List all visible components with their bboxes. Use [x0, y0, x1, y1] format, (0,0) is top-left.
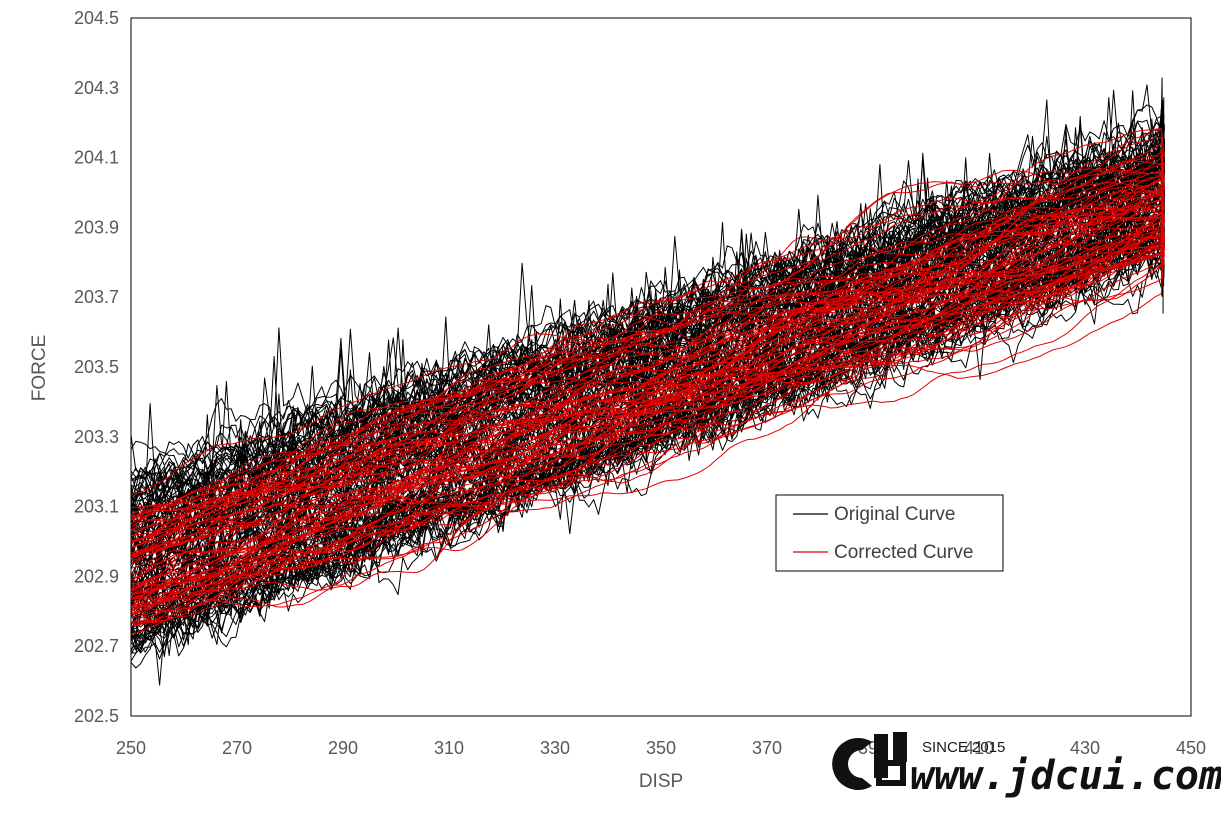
corrected-curve-line [131, 160, 1165, 525]
corrected-curve-line [131, 162, 1165, 528]
y-tick-label: 203.3 [74, 427, 119, 447]
corrected-curve-line [131, 242, 1165, 609]
watermark-since: SINCE 2015 [922, 739, 1005, 756]
corrected-curve-line [131, 238, 1165, 616]
legend: Original Curve Corrected Curve [775, 494, 1004, 572]
corrected-curve-line [131, 221, 1163, 595]
corrected-curve-line [131, 224, 1165, 628]
y-tick-label: 202.5 [74, 706, 119, 726]
corrected-curve-line [131, 244, 1165, 607]
corrected-curve-line [131, 216, 1165, 608]
x-tick-label: 410 [964, 738, 994, 758]
y-tick-label: 202.7 [74, 636, 119, 656]
original-curve-line [131, 139, 1165, 506]
corrected-curve-line [131, 178, 1164, 565]
x-tick-label: 430 [1070, 738, 1100, 758]
watermark: SINCE 2015 www.jdcui.com [832, 732, 1221, 799]
corrected-curve-line [131, 214, 1164, 615]
y-tick-label: 204.3 [74, 78, 119, 98]
y-tick-label: 202.9 [74, 566, 119, 586]
corrected-curve-line [131, 159, 1163, 517]
corrected-curve-line [131, 203, 1164, 588]
corrected-curve-line [131, 151, 1165, 549]
watermark-url: www.jdcui.com [910, 753, 1221, 799]
original-curve-line [131, 106, 1165, 495]
corrected-curve-line [131, 170, 1165, 521]
corrected-curve-line [131, 216, 1165, 599]
corrected-curve-line [131, 169, 1165, 537]
corrected-curve-line [131, 220, 1165, 623]
x-tick-label: 350 [646, 738, 676, 758]
corrected-curve-line [131, 167, 1165, 495]
corrected-curve-line [131, 179, 1164, 557]
x-tick-label: 370 [752, 738, 782, 758]
corrected-curve-line [131, 228, 1165, 600]
plot-curves [131, 77, 1165, 686]
corrected-curve-line [131, 137, 1165, 517]
y-tick-label: 204.1 [74, 148, 119, 168]
plot-frame [130, 17, 1192, 717]
corrected-curve-line [131, 206, 1164, 615]
y-tick-label: 203.5 [74, 357, 119, 377]
x-tick-labels: 250 270 290 310 330 350 370 390 410 430 450 [116, 738, 1206, 758]
corrected-curve-line [131, 173, 1164, 533]
corrected-curve-line [131, 211, 1165, 607]
legend-box [775, 494, 1004, 572]
y-tick-label: 203.9 [74, 217, 119, 237]
y-tick-label: 203.7 [74, 287, 119, 307]
corrected-curve-line [131, 195, 1165, 557]
corrected-curve-line [131, 236, 1165, 585]
original-curve-line [131, 211, 1164, 652]
corrected-curve-line [131, 215, 1164, 588]
watermark-logo [832, 732, 907, 790]
corrected-curve-line [131, 220, 1165, 636]
corrected-curve-line [131, 223, 1164, 597]
corrected-curve-line [131, 128, 1165, 522]
corrected-curve-line [131, 215, 1165, 593]
corrected-curve-line [131, 190, 1165, 543]
x-tick-label: 330 [540, 738, 570, 758]
x-tick-label: 290 [328, 738, 358, 758]
corrected-curve-line [131, 179, 1163, 558]
corrected-curve-line [131, 229, 1164, 624]
corrected-curve-line [131, 184, 1164, 543]
x-tick-label: 250 [116, 738, 146, 758]
original-curve-line [131, 229, 1165, 630]
x-tick-label: 270 [222, 738, 252, 758]
original-curve-line [131, 113, 1165, 521]
y-tick-labels: 202.5 202.7 202.9 203.1 203.3 203.5 203.7 203.9… [74, 8, 119, 726]
corrected-curve-line [131, 189, 1165, 596]
x-axis-title: DISP [639, 771, 683, 792]
y-axis-title: FORCE [29, 335, 50, 402]
corrected-curve-line [131, 168, 1165, 521]
x-tick-label: 450 [1176, 738, 1206, 758]
legend-label-original: Original Curve [834, 504, 955, 525]
corrected-curve-line [131, 186, 1165, 542]
y-tick-label: 204.5 [74, 8, 119, 28]
original-curve-line [131, 104, 1164, 491]
x-tick-label: 310 [434, 738, 464, 758]
y-tick-label: 203.1 [74, 497, 119, 517]
legend-label-corrected: Corrected Curve [834, 542, 973, 563]
corrected-curve-line [131, 201, 1164, 544]
corrected-curve-line [131, 162, 1164, 515]
